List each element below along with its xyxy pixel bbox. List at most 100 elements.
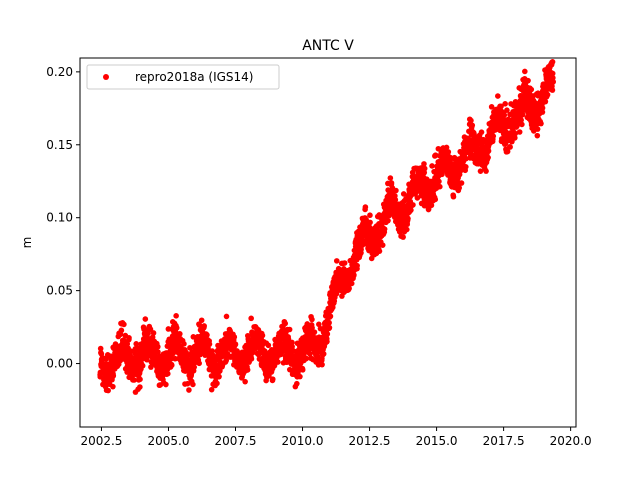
data-point bbox=[354, 262, 360, 269]
data-point bbox=[216, 373, 222, 380]
data-point bbox=[432, 152, 439, 158]
data-point bbox=[512, 135, 518, 141]
data-point bbox=[275, 359, 281, 365]
data-point bbox=[183, 349, 189, 356]
data-point bbox=[534, 132, 541, 139]
data-point bbox=[297, 373, 303, 380]
y-tick-label: 0.05 bbox=[46, 284, 73, 298]
data-point bbox=[385, 217, 391, 224]
data-point bbox=[393, 187, 399, 194]
data-point bbox=[443, 144, 450, 151]
data-point bbox=[483, 168, 489, 174]
data-point bbox=[463, 155, 469, 162]
data-point bbox=[155, 349, 161, 355]
data-point bbox=[299, 367, 306, 373]
data-point bbox=[439, 171, 445, 178]
data-point bbox=[196, 360, 202, 367]
data-point bbox=[259, 332, 266, 339]
data-point bbox=[155, 343, 161, 350]
data-point bbox=[324, 338, 330, 345]
x-tick-label: 2012.5 bbox=[349, 434, 391, 448]
data-point bbox=[542, 98, 549, 105]
data-point bbox=[124, 341, 131, 347]
y-tick-label: 0.00 bbox=[46, 357, 73, 371]
data-point bbox=[191, 364, 198, 370]
data-point bbox=[164, 370, 171, 377]
data-point bbox=[549, 70, 556, 77]
axis-ticks: 2002.5 2005.0 2007.5 2010.0 2012.5 2015.0 2017… bbox=[46, 65, 591, 448]
data-point bbox=[131, 377, 137, 383]
data-point bbox=[316, 321, 322, 328]
data-point bbox=[289, 339, 295, 346]
data-point bbox=[490, 133, 497, 139]
data-point bbox=[538, 120, 544, 127]
data-point bbox=[121, 321, 127, 328]
legend-marker bbox=[103, 74, 109, 80]
data-point bbox=[549, 59, 556, 65]
data-point bbox=[469, 122, 476, 129]
data-point bbox=[223, 313, 230, 320]
data-point bbox=[421, 165, 428, 172]
data-point bbox=[351, 272, 357, 278]
data-point bbox=[311, 329, 318, 335]
data-point bbox=[326, 325, 333, 331]
data-point bbox=[201, 323, 207, 329]
data-point bbox=[456, 185, 463, 191]
plot-frame bbox=[79, 57, 577, 428]
data-point bbox=[184, 380, 191, 387]
data-point bbox=[309, 316, 315, 323]
data-point bbox=[539, 109, 546, 115]
data-point bbox=[248, 356, 255, 362]
data-point bbox=[232, 341, 239, 348]
data-point bbox=[163, 381, 169, 388]
data-point bbox=[126, 335, 132, 341]
data-point bbox=[544, 91, 551, 98]
data-point bbox=[348, 280, 355, 287]
data-point bbox=[408, 207, 414, 213]
data-point bbox=[429, 163, 435, 169]
data-point bbox=[519, 121, 525, 128]
x-tick-label: 2002.5 bbox=[80, 434, 122, 448]
data-point bbox=[137, 384, 143, 390]
data-point bbox=[97, 345, 104, 352]
data-point bbox=[168, 362, 175, 368]
data-point bbox=[190, 334, 197, 340]
data-point bbox=[177, 331, 183, 337]
data-point bbox=[519, 111, 526, 118]
data-point bbox=[294, 380, 300, 387]
data-point bbox=[150, 330, 157, 336]
data-point bbox=[214, 380, 220, 387]
data-point bbox=[319, 361, 325, 368]
data-point bbox=[463, 164, 469, 170]
data-point bbox=[186, 387, 192, 393]
data-point bbox=[379, 242, 386, 248]
data-point bbox=[244, 367, 251, 373]
y-tick-label: 0.15 bbox=[46, 138, 73, 152]
data-point bbox=[320, 351, 327, 357]
data-point bbox=[488, 104, 495, 110]
data-point bbox=[139, 362, 146, 369]
data-point bbox=[504, 107, 510, 113]
data-point bbox=[326, 319, 332, 326]
data-point bbox=[477, 168, 484, 174]
data-point bbox=[498, 103, 504, 110]
data-point bbox=[173, 313, 179, 319]
data-point bbox=[522, 68, 528, 75]
data-point bbox=[388, 180, 395, 186]
data-point bbox=[341, 260, 348, 266]
data-point bbox=[282, 320, 289, 327]
data-point bbox=[118, 327, 125, 334]
data-point bbox=[330, 304, 336, 311]
data-point bbox=[432, 196, 439, 203]
data-point bbox=[436, 178, 442, 185]
data-point bbox=[367, 212, 373, 219]
legend: repro2018a (IGS14) bbox=[86, 64, 280, 90]
data-point bbox=[525, 77, 531, 84]
legend-entry-label: repro2018a (IGS14) bbox=[135, 70, 253, 84]
data-point bbox=[141, 326, 147, 333]
data-point bbox=[495, 93, 501, 99]
chart-title: ANTC V bbox=[302, 38, 354, 54]
x-tick-label: 2007.5 bbox=[215, 434, 257, 448]
data-point bbox=[485, 154, 491, 161]
